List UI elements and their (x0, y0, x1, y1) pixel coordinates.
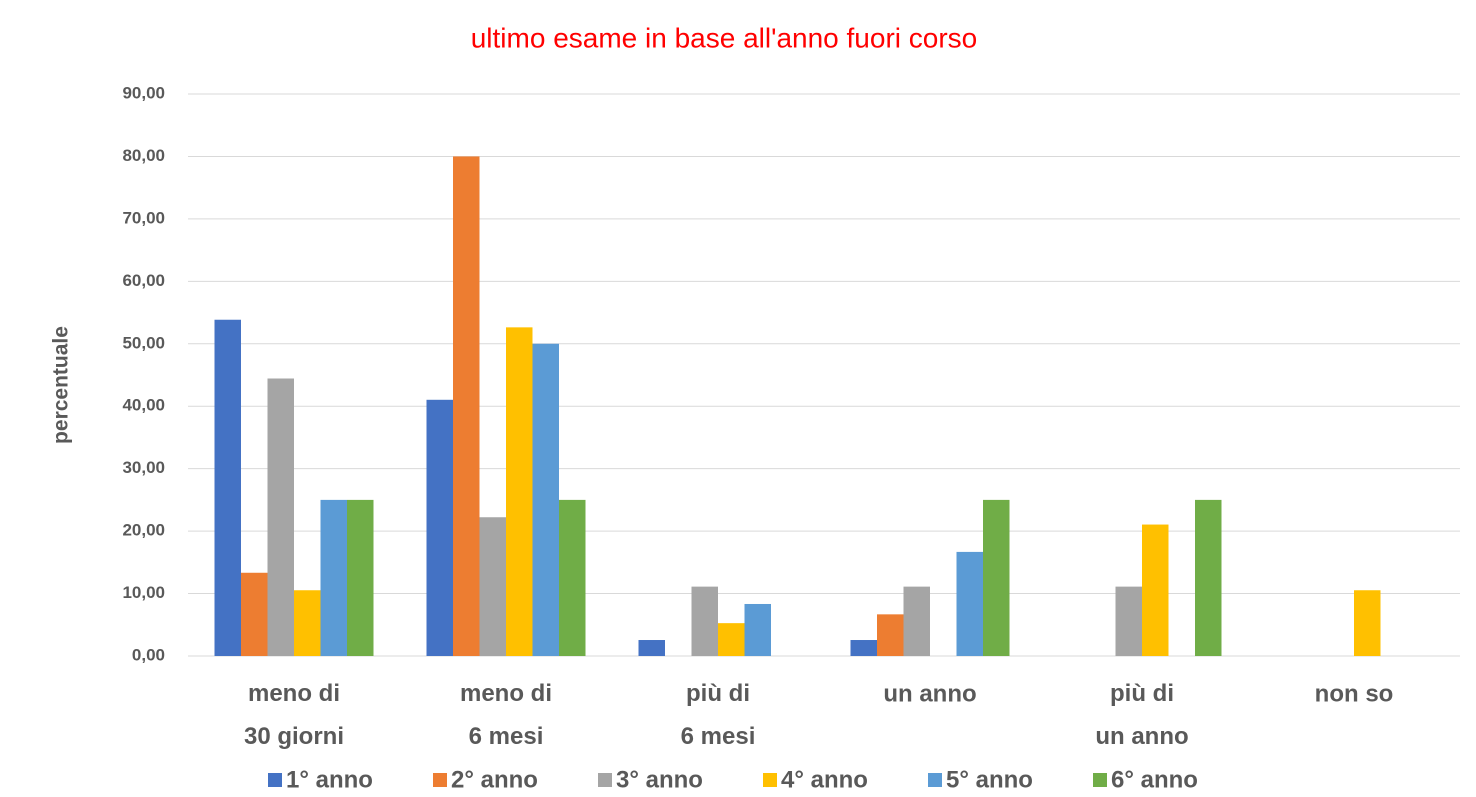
bar (214, 319, 241, 656)
y-tick-label: 60,00 (122, 271, 165, 290)
legend-label: 4° anno (781, 766, 868, 793)
legend-label: 6° anno (1111, 766, 1198, 793)
bar (479, 517, 506, 656)
x-tick-label: non so (1315, 680, 1394, 707)
bar (347, 499, 374, 656)
bar (241, 572, 268, 656)
legend-label: 3° anno (616, 766, 703, 793)
bar (744, 603, 771, 656)
legend-label: 1° anno (286, 766, 373, 793)
y-tick-label: 10,00 (122, 583, 165, 602)
bar (983, 499, 1010, 656)
legend-swatch (598, 773, 612, 787)
bar (1115, 586, 1142, 656)
bar (506, 327, 533, 656)
legend-swatch (268, 773, 282, 787)
y-tick-label: 50,00 (122, 333, 165, 352)
legend-swatch (433, 773, 447, 787)
x-tick-label: più di un anno (1095, 680, 1188, 750)
chart-title: ultimo esame in base all'anno fuori cors… (471, 22, 978, 53)
bar (267, 378, 294, 656)
y-axis-label: percentuale (50, 326, 73, 444)
bar (559, 499, 586, 656)
bar (320, 499, 347, 656)
legend-swatch (763, 773, 777, 787)
x-tick-label: meno di 6 mesi (460, 680, 552, 750)
x-tick-label: più di 6 mesi (681, 680, 756, 750)
legend-swatch (1093, 773, 1107, 787)
bar (426, 399, 453, 656)
bar (718, 623, 745, 656)
bar (877, 614, 904, 656)
y-tick-label: 40,00 (122, 396, 165, 415)
y-tick-label: 0,00 (132, 645, 165, 664)
y-tick-label: 90,00 (122, 83, 165, 102)
bar (850, 640, 877, 656)
legend-label: 2° anno (451, 766, 538, 793)
bar (532, 343, 559, 656)
bar (956, 551, 983, 656)
x-tick-label: meno di 30 giorni (244, 680, 344, 750)
bar (1195, 499, 1222, 656)
bar (294, 590, 321, 656)
bar (638, 640, 665, 656)
bar (691, 586, 718, 656)
bar (453, 156, 480, 656)
legend-label: 5° anno (946, 766, 1033, 793)
bar (1354, 590, 1381, 656)
y-tick-label: 20,00 (122, 521, 165, 540)
legend-swatch (928, 773, 942, 787)
y-tick-label: 30,00 (122, 458, 165, 477)
x-tick-label: un anno (883, 680, 976, 707)
y-tick-label: 70,00 (122, 208, 165, 227)
y-tick-label: 80,00 (122, 146, 165, 165)
bar (903, 586, 930, 656)
bar (1142, 524, 1169, 656)
